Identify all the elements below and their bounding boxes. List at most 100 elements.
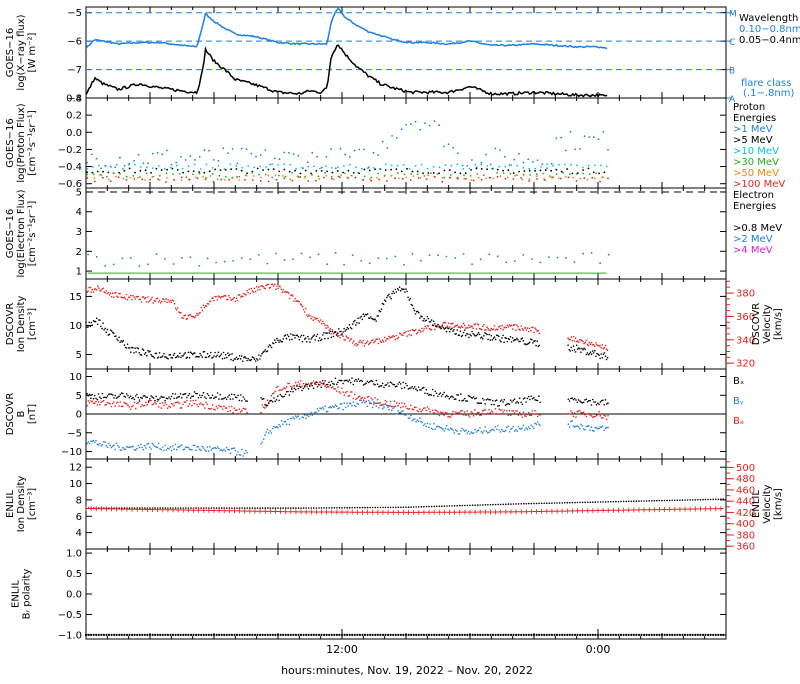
- b-point-0-96: [209, 397, 211, 399]
- b-point-1-92: [204, 449, 206, 451]
- b-point-0-290: [470, 396, 472, 399]
- density-point-306: [411, 304, 414, 307]
- right-y-tick-label: 320: [736, 359, 755, 370]
- polarity-point-45: [200, 633, 203, 637]
- enlil-velocity-line: [86, 508, 724, 513]
- enlil-density-point-93: [323, 507, 325, 509]
- proton-point-1-81: [518, 170, 520, 173]
- b-point-1-356: [581, 425, 584, 427]
- b-point-0-174: [321, 380, 324, 382]
- proton-point-0-76: [442, 145, 445, 148]
- b-point-0-108: [224, 396, 227, 399]
- velocity-point-160: [255, 285, 258, 288]
- density-point-461: [604, 355, 607, 358]
- density-point-126: [219, 354, 222, 357]
- proton-point-4-15: [195, 176, 197, 179]
- velocity-point-283: [387, 337, 389, 340]
- b-point-2-222: [383, 403, 385, 406]
- density-point-137: [231, 353, 233, 355]
- velocity-point-450: [592, 343, 595, 346]
- density-point-155: [250, 358, 253, 361]
- proton-point-0-100: [555, 137, 558, 140]
- velocity-point-157: [252, 291, 255, 293]
- b-point-2-184: [334, 388, 337, 390]
- density-point-260: [362, 313, 365, 315]
- b-point-2-229: [392, 405, 394, 408]
- density-point-407: [519, 340, 521, 343]
- b-point-1-237: [402, 410, 405, 412]
- enlil-density-point-231: [676, 499, 679, 502]
- density-point-410: [522, 339, 525, 342]
- b-point-0-369: [598, 403, 600, 406]
- polarity-point-195: [584, 633, 587, 637]
- b-point-2-31: [125, 403, 128, 405]
- density-point-317: [423, 318, 425, 320]
- b-point-2-334: [526, 413, 529, 416]
- velocity-point-433: [574, 337, 577, 340]
- velocity-point-363: [472, 327, 475, 330]
- polarity-point-134: [427, 633, 431, 637]
- enlil-density-point-112: [371, 506, 374, 509]
- electron-point-1-23: [283, 259, 286, 261]
- proton-point-5-50: [480, 178, 483, 181]
- b-point-0-177: [325, 384, 328, 386]
- proton-point-2-52: [396, 164, 399, 167]
- electron-point-1-27: [317, 253, 320, 256]
- b-point-0-351: [575, 399, 577, 401]
- proton-point-3-67: [529, 174, 532, 176]
- b-point-0-105: [220, 398, 223, 400]
- b-point-2-346: [568, 413, 571, 415]
- b-point-1-258: [429, 423, 431, 425]
- proton-point-2-34: [289, 163, 292, 166]
- right-y-tick-label: 360: [736, 312, 755, 323]
- density-point-53: [141, 348, 144, 350]
- proton-point-0-34: [245, 148, 248, 151]
- b-point-0-171: [317, 383, 320, 386]
- proton-point-0-101: [560, 136, 562, 139]
- density-point-237: [338, 328, 340, 330]
- b-point-2-135: [271, 393, 274, 395]
- density-point-304: [409, 297, 412, 300]
- b-point-2-268: [442, 411, 444, 414]
- density-point-6: [91, 324, 94, 327]
- b-point-1-7: [95, 440, 97, 442]
- proton-point-4-68: [579, 177, 582, 180]
- density-point-105: [197, 356, 199, 358]
- velocity-point-135: [229, 297, 231, 299]
- density-point-245: [346, 326, 349, 329]
- flare-class-label: M: [729, 10, 737, 20]
- density-point-144: [238, 355, 241, 357]
- b-point-2-114: [232, 411, 234, 414]
- electron-point-1-46: [479, 258, 482, 261]
- polarity-point-203: [604, 633, 607, 637]
- proton-point-3-20: [218, 174, 221, 177]
- proton-point-2-79: [558, 164, 560, 166]
- enlil-density-point-195: [584, 501, 586, 504]
- b-point-2-110: [227, 410, 229, 413]
- proton-point-5-16: [212, 180, 215, 183]
- b-point-1-215: [374, 402, 376, 404]
- polarity-point-177: [538, 633, 541, 637]
- proton-point-1-73: [475, 167, 478, 170]
- b-point-0-327: [517, 402, 520, 404]
- polarity-point-117: [384, 633, 387, 637]
- velocity-point-247: [348, 340, 351, 342]
- b-point-2-196: [349, 391, 352, 393]
- density-point-134: [228, 354, 230, 357]
- enlil-density-point-176: [535, 502, 538, 505]
- proton-point-1-58: [395, 168, 398, 171]
- b-point-1-241: [407, 417, 410, 419]
- velocity-point-208: [307, 315, 309, 318]
- b-point-0-62: [165, 397, 168, 400]
- enlil-density-point-226: [663, 499, 666, 502]
- velocity-point-23: [109, 292, 112, 295]
- b-point-1-372: [602, 425, 604, 427]
- b-point-2-17: [108, 402, 110, 404]
- b-point-2-34: [129, 408, 132, 411]
- enlil-density-point-241: [702, 498, 704, 501]
- b-point-1-129: [264, 434, 266, 436]
- density-point-388: [499, 339, 501, 342]
- enlil-density-point-110: [366, 506, 369, 509]
- polarity-point-129: [415, 633, 418, 637]
- polarity-point-2: [90, 633, 93, 637]
